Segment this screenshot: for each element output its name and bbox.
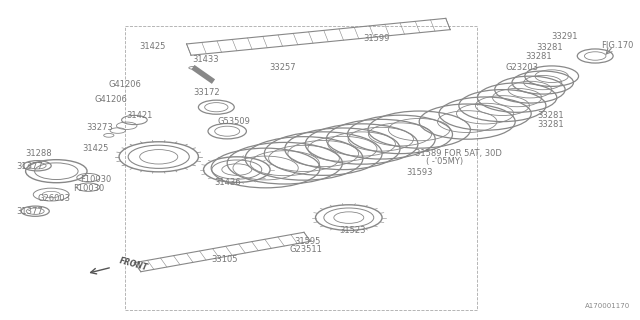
Text: 33291: 33291	[552, 32, 578, 41]
Text: 33281: 33281	[538, 120, 564, 129]
Text: FIG.170: FIG.170	[602, 41, 634, 50]
Text: 33281: 33281	[536, 43, 563, 52]
Text: 31436: 31436	[214, 178, 241, 187]
Text: 33257: 33257	[269, 63, 296, 72]
Text: F10030: F10030	[74, 184, 105, 193]
Text: 31589 FOR 5AT, 30D: 31589 FOR 5AT, 30D	[415, 149, 502, 158]
Text: G53509: G53509	[218, 117, 250, 126]
Text: 33105: 33105	[211, 255, 237, 264]
Text: 31523: 31523	[339, 226, 365, 235]
Text: 31288: 31288	[26, 149, 52, 158]
Text: 31377: 31377	[16, 207, 43, 216]
Text: 31425: 31425	[82, 144, 108, 153]
Text: 33281: 33281	[538, 111, 564, 120]
Text: 31433: 31433	[192, 55, 219, 64]
Text: A170001170: A170001170	[585, 303, 630, 309]
Text: 31377: 31377	[16, 162, 43, 171]
Text: 31599: 31599	[364, 34, 390, 43]
Text: 33273: 33273	[86, 124, 113, 132]
Text: 31595: 31595	[294, 237, 321, 246]
Text: ( -'05MY): ( -'05MY)	[426, 157, 463, 166]
Bar	[125, 26, 477, 310]
Text: 33172: 33172	[193, 88, 220, 97]
Text: 31425: 31425	[140, 42, 166, 51]
Text: 31421: 31421	[127, 111, 153, 120]
Text: G41206: G41206	[109, 80, 141, 89]
Text: F10030: F10030	[80, 175, 111, 184]
Text: G23511: G23511	[289, 245, 322, 254]
Text: G26003: G26003	[37, 194, 70, 203]
Text: 33281: 33281	[525, 52, 552, 61]
Text: G23203: G23203	[506, 63, 539, 72]
Text: G41206: G41206	[95, 95, 127, 104]
Text: FRONT: FRONT	[118, 256, 149, 272]
Text: 31593: 31593	[406, 168, 433, 177]
